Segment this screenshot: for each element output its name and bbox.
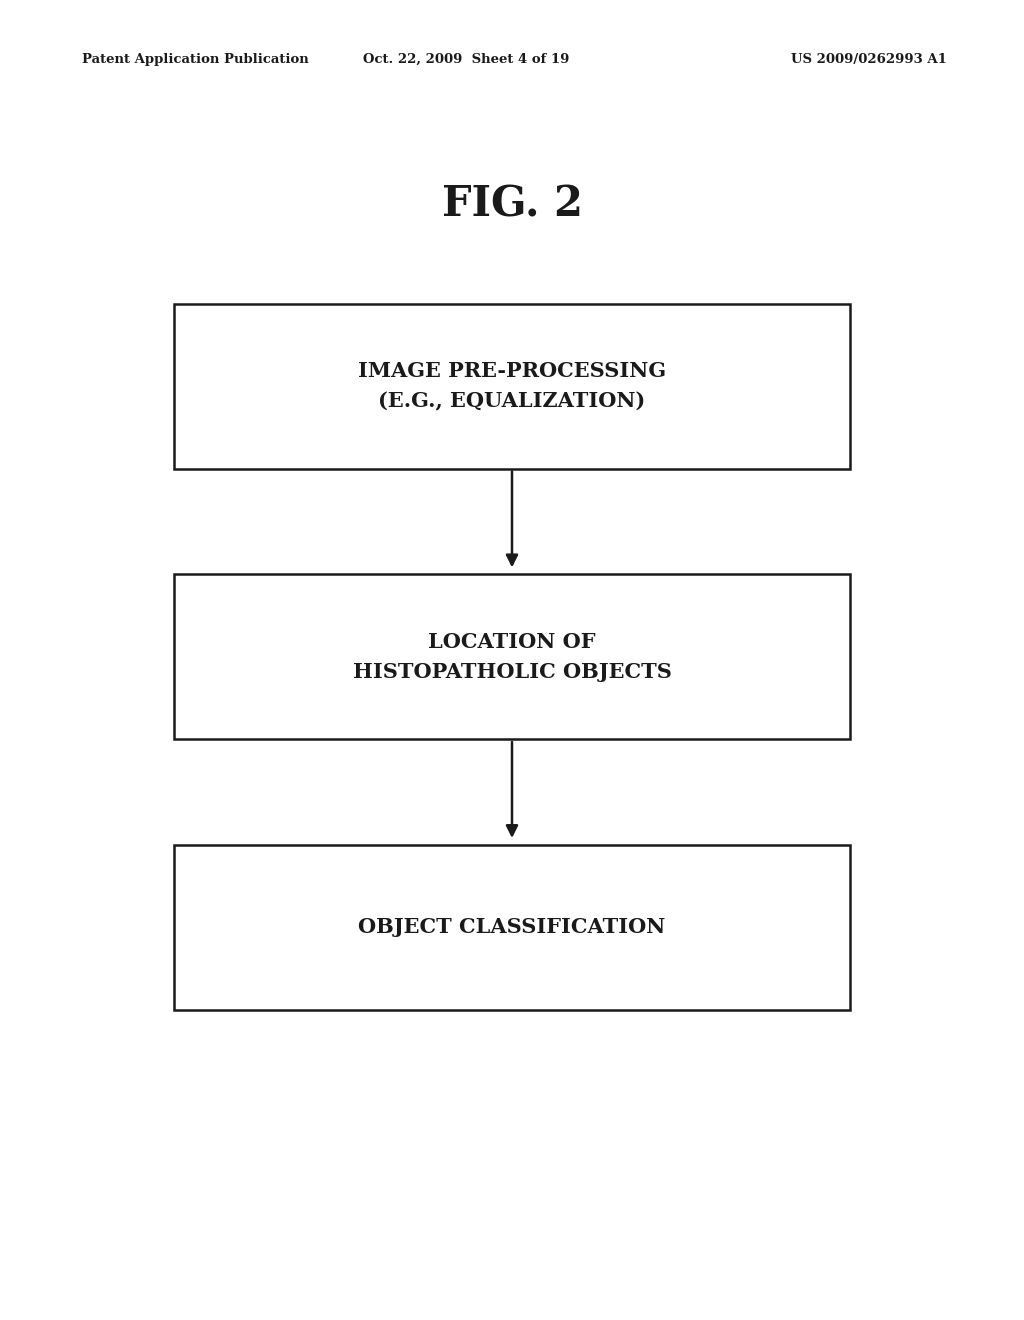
Text: Oct. 22, 2009  Sheet 4 of 19: Oct. 22, 2009 Sheet 4 of 19	[362, 53, 569, 66]
Text: FIG. 2: FIG. 2	[441, 183, 583, 226]
FancyBboxPatch shape	[174, 304, 850, 469]
Text: IMAGE PRE-PROCESSING
(E.G., EQUALIZATION): IMAGE PRE-PROCESSING (E.G., EQUALIZATION…	[358, 362, 666, 411]
Text: US 2009/0262993 A1: US 2009/0262993 A1	[792, 53, 947, 66]
FancyBboxPatch shape	[174, 845, 850, 1010]
Text: Patent Application Publication: Patent Application Publication	[82, 53, 308, 66]
Text: LOCATION OF
HISTOPATHOLIC OBJECTS: LOCATION OF HISTOPATHOLIC OBJECTS	[352, 632, 672, 681]
FancyBboxPatch shape	[174, 574, 850, 739]
Text: OBJECT CLASSIFICATION: OBJECT CLASSIFICATION	[358, 917, 666, 937]
